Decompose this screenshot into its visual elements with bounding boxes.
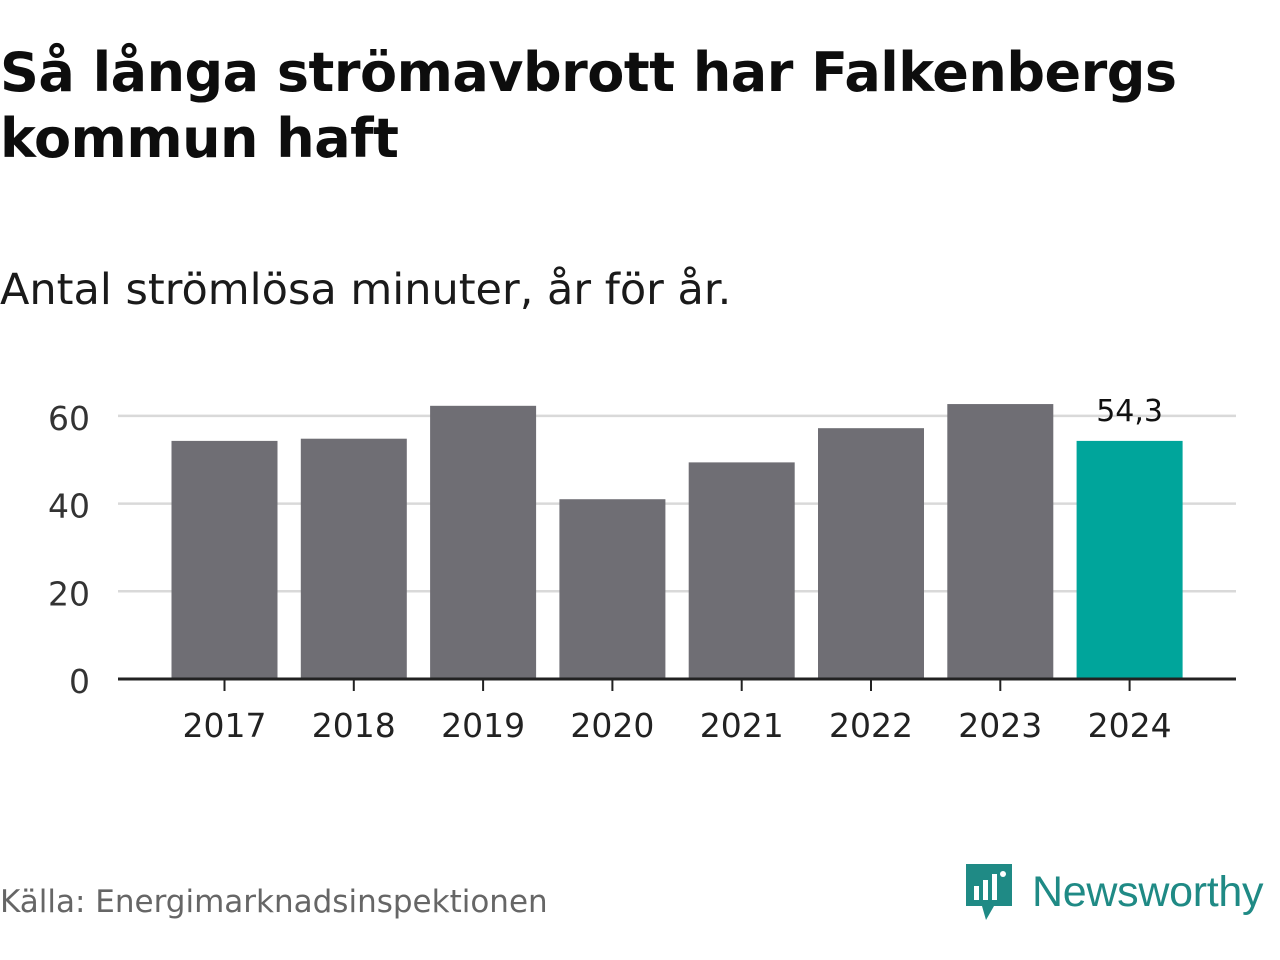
- labels: 0 20 40 60 2017 2018 2019 2020 2021 2022 2023 2024 5…: [48, 394, 1172, 745]
- y-tick-label: 20: [48, 574, 90, 613]
- x-tick-label: 2019: [441, 706, 525, 745]
- x-tick-label: 2018: [312, 706, 396, 745]
- bar-2020: [559, 499, 666, 679]
- y-tick-label: 0: [69, 662, 90, 701]
- bar-2017: [171, 440, 278, 679]
- bar-2019: [430, 405, 537, 679]
- brand-logo: Newsworthy: [964, 862, 1263, 922]
- chart-title: Så långa strömavbrott har Falkenbergs ko…: [0, 41, 1177, 170]
- bar-2021: [688, 462, 795, 679]
- y-tick-label: 60: [48, 399, 90, 438]
- bars: [171, 404, 1183, 679]
- x-tick-label: 2024: [1088, 706, 1172, 745]
- chart-subtitle: Antal strömlösa minuter, år för år.: [0, 265, 732, 315]
- bar-2024: [1076, 440, 1183, 679]
- x-tick-label: 2020: [570, 706, 654, 745]
- x-tick-label: 2021: [700, 706, 784, 745]
- data-label: 54,3: [1096, 394, 1163, 429]
- bar-chart: 0 20 40 60 2017 2018 2019 2020 2021 2022 2023 2024 5…: [48, 394, 1236, 745]
- y-tick-label: 40: [48, 487, 90, 526]
- gridlines: [118, 414, 1236, 593]
- x-tick-label: 2023: [958, 706, 1042, 745]
- bar-2018: [300, 438, 407, 679]
- newsworthy-logo-icon: [966, 864, 1012, 920]
- bar-2023: [947, 404, 1054, 679]
- x-tick-label: 2017: [183, 706, 267, 745]
- source-note: Källa: Energimarknadsinspektionen: [0, 884, 548, 920]
- axes: [118, 677, 1236, 691]
- brand-name: Newsworthy: [1032, 867, 1264, 916]
- bar-2022: [818, 428, 924, 679]
- x-tick-label: 2022: [829, 706, 913, 745]
